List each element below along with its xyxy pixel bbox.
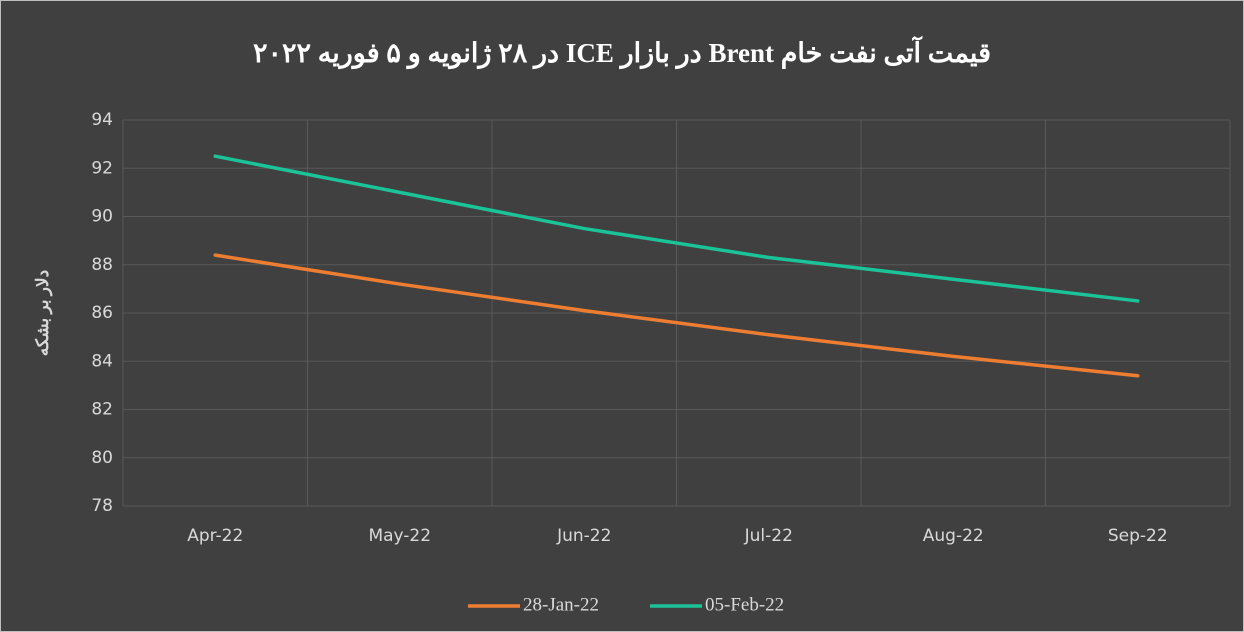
y-tick-label: 92 xyxy=(91,158,113,178)
y-axis-label: دلار بر بشکه xyxy=(33,270,53,357)
y-tick-label: 78 xyxy=(91,496,113,516)
legend-label: 05-Feb-22 xyxy=(705,594,784,615)
x-tick-label: Aug-22 xyxy=(923,526,984,546)
y-tick-label: 84 xyxy=(91,351,113,371)
y-tick-label: 94 xyxy=(91,110,113,130)
series-line xyxy=(213,253,1140,378)
x-tick-label: Sep-22 xyxy=(1108,526,1168,546)
y-tick-label: 80 xyxy=(91,448,113,468)
y-tick-label: 86 xyxy=(91,303,113,323)
x-tick-label: May-22 xyxy=(368,526,431,546)
y-tick-label: 82 xyxy=(91,400,113,420)
x-tick-label: Apr-22 xyxy=(187,526,243,546)
y-tick-label: 90 xyxy=(91,207,113,227)
series-line xyxy=(213,154,1140,303)
x-tick-label: Jul-22 xyxy=(744,526,793,546)
legend-label: 28-Jan-22 xyxy=(523,594,599,615)
chart-title: قیمت آتی نفت خام Brent در بازار ICE در ۲… xyxy=(253,35,991,70)
y-tick-label: 88 xyxy=(91,255,113,275)
x-tick-label: Jun-22 xyxy=(556,526,611,546)
